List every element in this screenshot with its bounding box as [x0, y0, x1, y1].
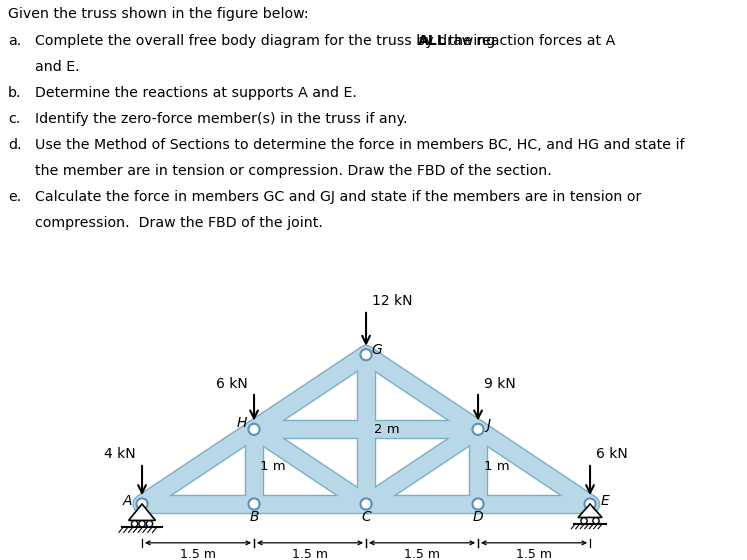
Text: 1 m: 1 m — [484, 460, 509, 473]
Circle shape — [593, 517, 599, 524]
Text: 1 m: 1 m — [260, 460, 285, 473]
Circle shape — [139, 521, 145, 527]
Circle shape — [472, 424, 483, 435]
Text: 12 kN: 12 kN — [372, 295, 412, 309]
Circle shape — [361, 349, 372, 360]
Text: a.: a. — [8, 34, 21, 48]
Text: b.: b. — [8, 86, 22, 100]
Text: 6 kN: 6 kN — [596, 447, 627, 461]
Text: d.: d. — [8, 138, 22, 152]
Text: 9 kN: 9 kN — [484, 376, 515, 390]
Text: 1.5 m: 1.5 m — [404, 548, 440, 560]
Circle shape — [137, 498, 148, 510]
Text: B: B — [249, 511, 258, 524]
Polygon shape — [578, 504, 602, 517]
Text: compression.  Draw the FBD of the joint.: compression. Draw the FBD of the joint. — [35, 216, 323, 230]
Text: Determine the reactions at supports A and E.: Determine the reactions at supports A an… — [35, 86, 357, 100]
Text: J: J — [486, 418, 491, 432]
Text: A: A — [123, 494, 132, 508]
Text: Use the Method of Sections to determine the force in members BC, HC, and HG and : Use the Method of Sections to determine … — [35, 138, 684, 152]
Text: the member are in tension or compression. Draw the FBD of the section.: the member are in tension or compression… — [35, 164, 552, 178]
Text: G: G — [371, 343, 382, 357]
Circle shape — [249, 498, 260, 510]
Text: ALL: ALL — [418, 34, 447, 48]
Circle shape — [472, 498, 483, 510]
Text: 6 kN: 6 kN — [217, 376, 248, 390]
Text: e.: e. — [8, 190, 21, 204]
Circle shape — [131, 521, 137, 527]
Text: the reaction forces at A: the reaction forces at A — [444, 34, 616, 48]
Circle shape — [584, 498, 595, 510]
Circle shape — [249, 424, 260, 435]
Circle shape — [146, 521, 152, 527]
Text: Given the truss shown in the figure below:: Given the truss shown in the figure belo… — [8, 7, 309, 21]
Text: Complete the overall free body diagram for the truss by drawing: Complete the overall free body diagram f… — [35, 34, 500, 48]
Text: 4 kN: 4 kN — [105, 447, 136, 461]
Text: 1.5 m: 1.5 m — [180, 548, 216, 560]
Text: 1.5 m: 1.5 m — [292, 548, 328, 560]
Text: c.: c. — [8, 112, 20, 126]
Text: 2 m: 2 m — [374, 423, 399, 436]
Text: and E.: and E. — [35, 60, 80, 74]
Text: Identify the zero-force member(s) in the truss if any.: Identify the zero-force member(s) in the… — [35, 112, 408, 126]
Text: E: E — [601, 494, 610, 508]
Text: Calculate the force in members GC and GJ and state if the members are in tension: Calculate the force in members GC and GJ… — [35, 190, 642, 204]
Circle shape — [581, 517, 587, 524]
Text: D: D — [473, 511, 483, 524]
Text: 1.5 m: 1.5 m — [516, 548, 552, 560]
Polygon shape — [128, 504, 155, 520]
Text: H: H — [236, 417, 247, 430]
Text: C: C — [361, 511, 371, 524]
Circle shape — [361, 498, 372, 510]
